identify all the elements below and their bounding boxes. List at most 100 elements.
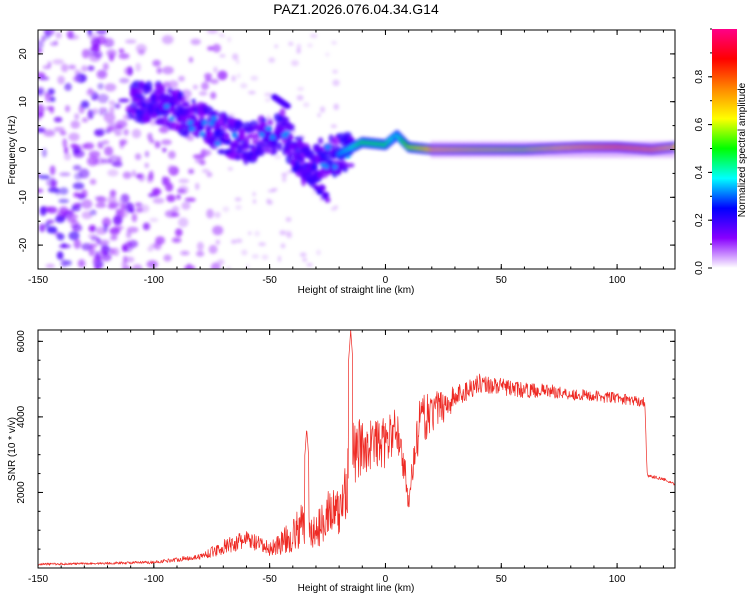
noise-blob [38, 111, 44, 118]
noise-blob [87, 65, 95, 71]
noise-blob [232, 53, 239, 61]
noise-blob [96, 196, 107, 204]
noise-blob [63, 152, 72, 161]
ridge-halo [145, 80, 153, 91]
noise-blob [217, 70, 228, 81]
noise-blob [332, 69, 338, 74]
snr-x-ticks: -150 -100 -50 0 50 100 [28, 330, 664, 585]
noise-blob [161, 139, 172, 146]
noise-blob [41, 148, 48, 158]
noise-blob [214, 211, 221, 219]
noise-blob [58, 206, 69, 216]
ridge-halo [259, 123, 266, 130]
noise-blob [268, 57, 276, 63]
ridge-hotspot [199, 131, 206, 137]
noise-blob [107, 195, 117, 205]
noise-blob [93, 50, 103, 59]
noise-blob [81, 65, 88, 72]
noise-blob [288, 41, 294, 46]
noise-blob [73, 239, 82, 249]
noise-blob [147, 246, 154, 252]
noise-blob [210, 91, 217, 100]
x-tick-label: -150 [28, 275, 48, 286]
noise-blob [274, 154, 282, 160]
noise-blob [186, 135, 194, 142]
y-tick-label: 20 [18, 48, 29, 60]
ridge-hotspot [169, 116, 175, 121]
noise-blob [206, 208, 214, 219]
ridge-halo [181, 101, 191, 108]
ridge-halo [181, 95, 186, 103]
noise-blob [303, 102, 310, 108]
ridge-hotspot [231, 133, 238, 138]
noise-blob [101, 140, 110, 145]
noise-blob [296, 95, 304, 101]
noise-blob [170, 212, 180, 218]
noise-blob [226, 265, 231, 269]
y-tick-label: 0 [18, 146, 29, 152]
noise-blob [97, 141, 104, 149]
spectrogram-y-ticks: -20 -10 0 10 20 [18, 29, 675, 270]
noise-blob [50, 41, 59, 46]
noise-blob [266, 114, 271, 121]
noise-blob [98, 107, 109, 116]
noise-blob [108, 100, 116, 106]
ridge-halo [299, 157, 305, 162]
ridge-hotspot [215, 141, 221, 146]
noise-blob [236, 59, 240, 65]
noise-blob [201, 82, 209, 91]
noise-blob [188, 56, 194, 63]
noise-blob [68, 132, 80, 142]
noise-blob [325, 52, 330, 57]
ridge-halo [234, 120, 243, 130]
chart-title: PAZ1.2026.076.04.34.G14 [273, 1, 439, 17]
noise-blob [38, 104, 45, 115]
noise-blob [218, 33, 224, 37]
snr-y-label: SNR (10 * v/v) [7, 417, 18, 481]
noise-blob [98, 239, 111, 246]
noise-blob [86, 89, 95, 96]
noise-blob [144, 162, 149, 169]
spectrogram-blobs [38, 30, 675, 269]
noise-blob [132, 264, 143, 269]
noise-blob [175, 228, 183, 237]
ridge-halo [279, 108, 286, 118]
noise-blob [163, 254, 172, 262]
noise-blob [77, 259, 86, 268]
x-tick-label: -150 [28, 574, 48, 585]
noise-blob [121, 261, 128, 267]
noise-blob [171, 237, 182, 243]
noise-blob [64, 146, 69, 154]
noise-blob [94, 128, 105, 137]
noise-blob [72, 75, 80, 83]
noise-blob [56, 251, 64, 260]
noise-blob [81, 117, 89, 123]
noise-blob [134, 153, 142, 161]
noise-blob [118, 48, 125, 54]
noise-blob [208, 244, 218, 254]
noise-blob [296, 48, 301, 54]
ridge-halo [282, 116, 290, 123]
noise-blob [181, 201, 191, 210]
y-tick-label: -20 [18, 237, 29, 252]
noise-blob [279, 230, 286, 236]
noise-blob [120, 193, 130, 204]
noise-blob [68, 64, 76, 70]
ridge-hotspot [283, 131, 290, 136]
colorbar: 0.0 0.2 0.4 0.6 0.8 Normalized spectral ampl… [694, 28, 748, 275]
noise-blob [331, 41, 337, 45]
noise-blob [41, 35, 46, 43]
x-tick-label: 50 [496, 574, 508, 585]
noise-blob [330, 124, 337, 128]
noise-blob [57, 75, 65, 85]
colorbar-tick-label: 0.8 [694, 69, 705, 83]
noise-blob [131, 128, 142, 139]
noise-blob [126, 230, 132, 239]
spectrogram-x-label: Height of straight line (km) [298, 285, 415, 296]
noise-blob [261, 254, 269, 260]
noise-blob [123, 128, 129, 136]
noise-blob [200, 149, 212, 157]
noise-blob [234, 197, 242, 202]
noise-blob [118, 198, 123, 206]
